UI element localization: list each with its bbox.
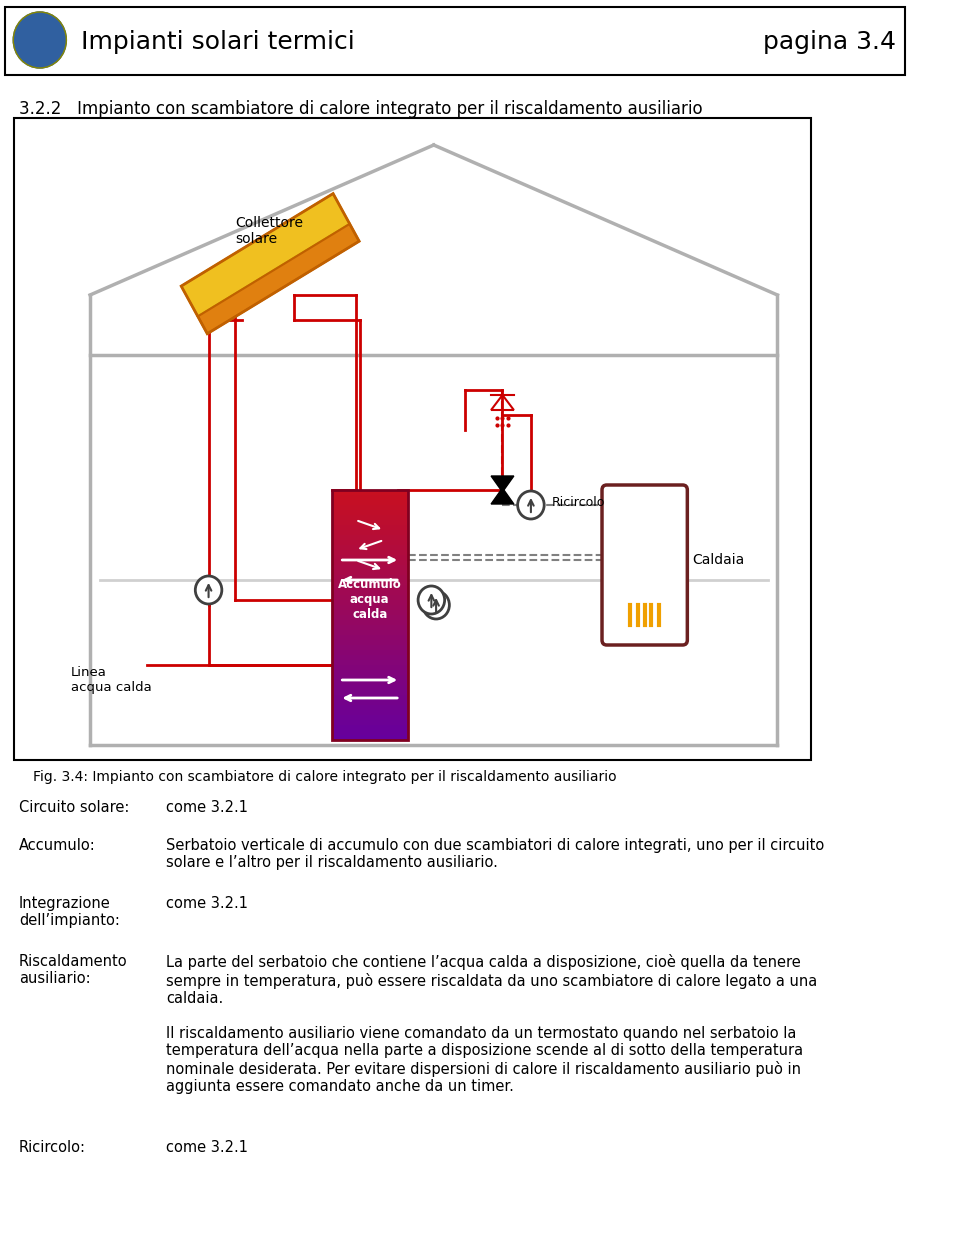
Text: Impianti solari termici: Impianti solari termici (81, 30, 354, 54)
Bar (332, 506, 408, 510)
FancyBboxPatch shape (602, 485, 687, 645)
Text: Accumulo
acqua
calda: Accumulo acqua calda (338, 578, 401, 621)
Polygon shape (198, 224, 359, 334)
Text: 3.2.2   Impianto con scambiatore di calore integrato per il riscaldamento ausili: 3.2.2 Impianto con scambiatore di calore… (19, 100, 703, 118)
Bar (332, 545, 408, 550)
Bar (332, 570, 408, 575)
Bar (332, 670, 408, 674)
Bar (332, 565, 408, 570)
Circle shape (419, 586, 444, 614)
Text: Fig. 3.4: Impianto con scambiatore di calore integrato per il riscaldamento ausi: Fig. 3.4: Impianto con scambiatore di ca… (34, 769, 617, 784)
Bar (332, 735, 408, 740)
Bar (332, 655, 408, 660)
Text: Serbatoio verticale di accumulo con due scambiatori di calore integrati, uno per: Serbatoio verticale di accumulo con due … (166, 838, 824, 870)
Bar (332, 555, 408, 560)
Bar (332, 660, 408, 665)
Bar (332, 720, 408, 725)
Bar (332, 705, 408, 710)
Text: Linea
acqua calda: Linea acqua calda (71, 666, 152, 694)
Bar (332, 525, 408, 530)
Bar (332, 681, 408, 686)
Bar (332, 575, 408, 580)
Bar (332, 645, 408, 650)
Bar (14, 118, 810, 760)
Bar (332, 630, 408, 635)
Bar (332, 580, 408, 584)
Bar (5, 7, 905, 75)
Polygon shape (492, 488, 514, 504)
Text: come 3.2.1: come 3.2.1 (166, 1141, 248, 1155)
Bar (332, 510, 408, 515)
Bar (332, 674, 408, 681)
Circle shape (13, 12, 66, 68)
Bar (332, 620, 408, 625)
Bar (332, 596, 408, 600)
Bar (332, 494, 408, 501)
Bar (332, 640, 408, 645)
Text: Ricircolo: Ricircolo (552, 497, 605, 509)
Bar (332, 530, 408, 535)
Bar (332, 490, 408, 494)
Circle shape (517, 491, 544, 519)
Bar (332, 710, 408, 715)
Bar (332, 725, 408, 730)
Text: Riscaldamento
ausiliario:: Riscaldamento ausiliario: (19, 954, 128, 986)
Bar (332, 560, 408, 565)
Text: come 3.2.1: come 3.2.1 (166, 896, 248, 911)
Circle shape (422, 591, 449, 619)
Bar (332, 610, 408, 615)
Bar (332, 584, 408, 591)
Bar (332, 665, 408, 670)
Bar (332, 635, 408, 640)
Polygon shape (492, 476, 514, 492)
Bar (332, 591, 408, 596)
Text: Accumulo:: Accumulo: (19, 838, 96, 853)
Text: come 3.2.1: come 3.2.1 (166, 800, 248, 815)
Bar (332, 550, 408, 555)
Bar (332, 625, 408, 630)
Bar (332, 501, 408, 506)
Text: Integrazione
dell’impianto:: Integrazione dell’impianto: (19, 896, 120, 928)
Bar (332, 700, 408, 705)
Text: Caldaia: Caldaia (692, 552, 744, 567)
Text: Ricircolo:: Ricircolo: (19, 1141, 86, 1155)
Bar (332, 715, 408, 720)
Polygon shape (181, 194, 349, 317)
Text: Collettore
solare: Collettore solare (235, 216, 303, 247)
Bar (332, 515, 408, 520)
Bar (332, 490, 408, 740)
Bar (332, 650, 408, 655)
Text: pagina 3.4: pagina 3.4 (763, 30, 896, 54)
Bar (332, 730, 408, 735)
Bar (332, 600, 408, 605)
Bar (332, 690, 408, 695)
Bar (332, 605, 408, 610)
Text: Circuito solare:: Circuito solare: (19, 800, 130, 815)
Text: La parte del serbatoio che contiene l’acqua calda a disposizione, cioè quella da: La parte del serbatoio che contiene l’ac… (166, 954, 817, 1094)
Circle shape (195, 576, 222, 604)
Bar (332, 695, 408, 700)
Bar (332, 540, 408, 545)
Bar (332, 615, 408, 620)
Bar (332, 520, 408, 525)
Bar (332, 535, 408, 540)
Bar (332, 686, 408, 690)
